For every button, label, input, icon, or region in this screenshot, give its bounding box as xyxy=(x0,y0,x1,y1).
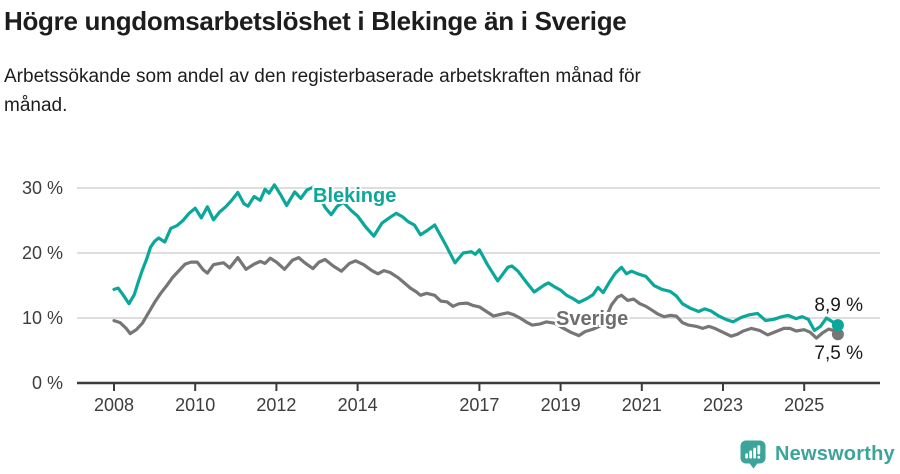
y-axis-tick-label: 20 % xyxy=(21,243,63,263)
x-axis-tick-marks xyxy=(113,383,806,391)
newsworthy-logo-text: Newsworthy xyxy=(775,443,895,465)
x-axis-tick-label: 2025 xyxy=(784,395,825,415)
page-subtitle-continued: månad. xyxy=(4,95,68,116)
newsworthy-logo-icon xyxy=(740,440,766,469)
x-axis-tick-label: 2017 xyxy=(459,395,500,415)
x-axis-tick-label: 2008 xyxy=(93,395,135,415)
x-axis-tick-label: 2021 xyxy=(621,395,662,415)
y-axis-tick-label: 30 % xyxy=(21,178,63,198)
blekinge-end-value-label: 8,9 % xyxy=(814,295,863,316)
blekinge-series-label: Blekinge xyxy=(313,185,397,207)
page-title: Högre ungdomsarbetslöshet i Blekinge än … xyxy=(4,6,627,36)
x-axis-tick-label: 2019 xyxy=(540,395,581,415)
x-axis-tick-label: 2014 xyxy=(337,395,378,415)
y-axis-tick-label: 0 % xyxy=(31,373,63,393)
x-axis-tick-label: 2010 xyxy=(175,395,216,415)
x-axis-tick-label: 2012 xyxy=(256,395,297,415)
newsworthy-logo[interactable]: Newsworthy xyxy=(740,439,895,470)
sverige-line xyxy=(112,256,840,340)
sverige-series-label: Sverige xyxy=(556,308,629,330)
page-subtitle: Arbetssökande som andel av den registerb… xyxy=(4,66,641,87)
blekinge-end-dot xyxy=(831,319,844,332)
y-axis-tick-label: 10 % xyxy=(21,308,63,328)
x-axis-tick-label: 2023 xyxy=(702,395,744,415)
sverige-end-value-label: 7,5 % xyxy=(814,343,863,364)
sverige-end-dot xyxy=(831,328,844,341)
blekinge-line xyxy=(112,183,840,332)
